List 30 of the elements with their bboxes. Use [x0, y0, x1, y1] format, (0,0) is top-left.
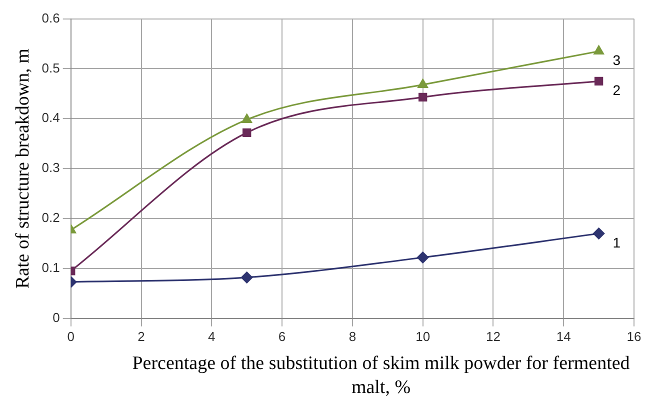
series-label: 2 — [612, 82, 621, 98]
y-axis-title: Rate of structure breakdown, m — [12, 48, 34, 289]
y-tick-label: 0.5 — [42, 60, 60, 76]
y-tick-label: 0 — [52, 310, 60, 325]
x-tick-label: 12 — [486, 328, 500, 344]
point — [594, 45, 604, 55]
point — [242, 128, 252, 137]
y-tick-label: 0.3 — [42, 160, 60, 176]
series-label: 1 — [612, 234, 621, 250]
x-tick-label: 4 — [208, 328, 216, 344]
point — [418, 78, 428, 88]
point — [417, 252, 429, 264]
x-axis-title: Percentage of the substitution of skim milk powder for fermented malt, % — [131, 352, 631, 400]
y-tick-label: 0.2 — [42, 210, 60, 226]
point — [593, 228, 605, 240]
x-tick-label: 6 — [278, 328, 286, 344]
x-tick-label: 2 — [138, 328, 145, 344]
x-tick-label: 16 — [626, 328, 642, 344]
x-tick-label: 14 — [556, 328, 571, 344]
x-tick-label: 10 — [416, 328, 430, 344]
point — [241, 272, 253, 284]
y-tick-label: 0.1 — [42, 260, 60, 276]
x-tick-label: 8 — [348, 328, 356, 344]
point — [418, 92, 428, 102]
y-tick-label: 0.4 — [42, 110, 60, 126]
point — [594, 76, 604, 86]
point — [242, 114, 252, 123]
y-tick-label: 0.6 — [42, 10, 60, 26]
series-label: 3 — [612, 52, 621, 68]
x-tick-label: 0 — [67, 328, 74, 344]
